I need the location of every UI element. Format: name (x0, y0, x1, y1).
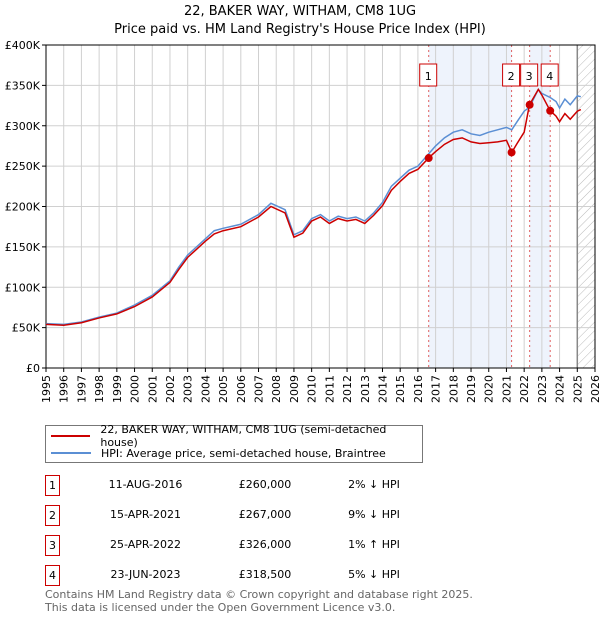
sale-point (546, 106, 555, 115)
x-tick-label: 1999 (111, 375, 124, 403)
sale-badge (419, 63, 438, 87)
date: 15-APR-2021 (109, 508, 182, 521)
x-tick-label: 2005 (217, 375, 230, 403)
title-line: 22, BAKER WAY, WITHAM, CM8 1UG (183, 4, 417, 19)
date: 25-APR-2022 (109, 538, 182, 551)
x-tick-label: 2016 (412, 375, 425, 403)
sale-badge-label: 4 (546, 70, 553, 83)
x-tick-label: 2022 (518, 375, 531, 403)
y-tick-label: £400K (5, 39, 41, 52)
y-tick-label: £100K (5, 281, 41, 294)
property-line (45, 87, 582, 326)
x-tick-label: 2007 (253, 375, 266, 403)
hpi-diff: 5% ↓ HPI (348, 568, 400, 581)
x-tick-label: 2025 (571, 375, 584, 403)
x-tick-label: 1996 (58, 375, 71, 403)
legend-item-hpi: HPI: Average price, semi-detached house,… (51, 445, 386, 461)
x-tick-label: 2012 (341, 375, 354, 403)
subtitle-line: Price paid vs. HM Land Registry's House … (114, 22, 486, 37)
marker-badge: 4 (45, 565, 60, 586)
x-tick-label: 2017 (430, 375, 443, 403)
y-tick-label: £50K (12, 322, 41, 335)
x-tick-label: 2008 (270, 375, 283, 403)
x-tick-label: 2020 (483, 375, 496, 403)
legend-swatch (51, 435, 91, 437)
x-tick-label: 2002 (164, 375, 177, 403)
price: £260,000 (238, 478, 292, 491)
x-tick-label: 2006 (235, 375, 248, 403)
price: £326,000 (238, 538, 292, 551)
chart-title: 22, BAKER WAY, WITHAM, CM8 1UG Price pai… (0, 3, 600, 39)
sale-badge-label: 3 (526, 70, 533, 83)
legend-label: HPI: Average price, semi-detached house,… (101, 446, 386, 460)
price: £318,500 (238, 568, 292, 581)
x-tick-label: 2000 (129, 375, 142, 403)
legend-label: 22, BAKER WAY, WITHAM, CM8 1UG (semi-det… (100, 423, 387, 449)
x-tick-label: 2004 (199, 375, 212, 403)
x-tick-label: 2001 (146, 375, 159, 403)
hpi-diff: 1% ↑ HPI (348, 538, 400, 551)
x-tick-label: 1995 (40, 375, 53, 403)
y-tick-label: £0 (26, 362, 40, 375)
date: 23-JUN-2023 (110, 568, 181, 581)
x-tick-label: 2010 (306, 375, 319, 403)
legend-item-property: 22, BAKER WAY, WITHAM, CM8 1UG (semi-det… (51, 423, 422, 449)
date: 11-AUG-2016 (108, 478, 183, 491)
y-tick-label: £250K (5, 160, 41, 173)
hpi-diff: 9% ↓ HPI (348, 508, 400, 521)
x-tick-label: 2024 (554, 375, 567, 403)
footer: Contains HM Land Registry data © Crown c… (45, 588, 473, 614)
sale-badge-label: 1 (425, 70, 432, 83)
sale-badge-label: 2 (508, 70, 515, 83)
x-tick-label: 1997 (75, 375, 88, 403)
legend: 22, BAKER WAY, WITHAM, CM8 1UG (semi-det… (45, 423, 423, 463)
marker-badge: 1 (45, 475, 60, 496)
y-tick-label: £350K (5, 79, 41, 92)
sale-badge (540, 63, 559, 87)
x-tick-label: 2018 (447, 375, 460, 403)
x-tick-label: 2011 (323, 375, 336, 403)
x-tick-label: 2023 (536, 375, 549, 403)
x-tick-label: 2009 (288, 375, 301, 403)
x-tick-label: 1998 (93, 375, 106, 403)
hpi-diff: 2% ↓ HPI (348, 478, 400, 491)
x-tick-label: 2021 (500, 375, 513, 403)
footer-line: This data is licensed under the Open Gov… (45, 601, 396, 614)
plot-frame (45, 44, 596, 369)
x-tick-label: 2019 (465, 375, 478, 403)
sale-point (525, 100, 534, 109)
y-tick-label: £200K (5, 201, 41, 214)
sale-point (424, 154, 433, 163)
y-tick-label: £150K (5, 241, 41, 254)
x-tick-label: 2014 (376, 375, 389, 403)
x-tick-label: 2003 (182, 375, 195, 403)
legend-swatch (51, 452, 91, 454)
footer-line: Contains HM Land Registry data © Crown c… (45, 588, 473, 601)
sale-badge (502, 63, 521, 87)
marker-badge: 2 (45, 505, 60, 526)
sale-point (507, 148, 516, 157)
x-tick-label: 2013 (359, 375, 372, 403)
marker-badge: 3 (45, 535, 60, 556)
price: £267,000 (238, 508, 292, 521)
sale-badge (520, 63, 539, 87)
x-tick-label: 2015 (394, 375, 407, 403)
x-tick-label: 2026 (589, 375, 600, 403)
y-tick-label: £300K (5, 120, 41, 133)
line-chart: 1995 1996 1997 1998 1999 2000 2001 2002 2003 2004… (5, 39, 600, 403)
